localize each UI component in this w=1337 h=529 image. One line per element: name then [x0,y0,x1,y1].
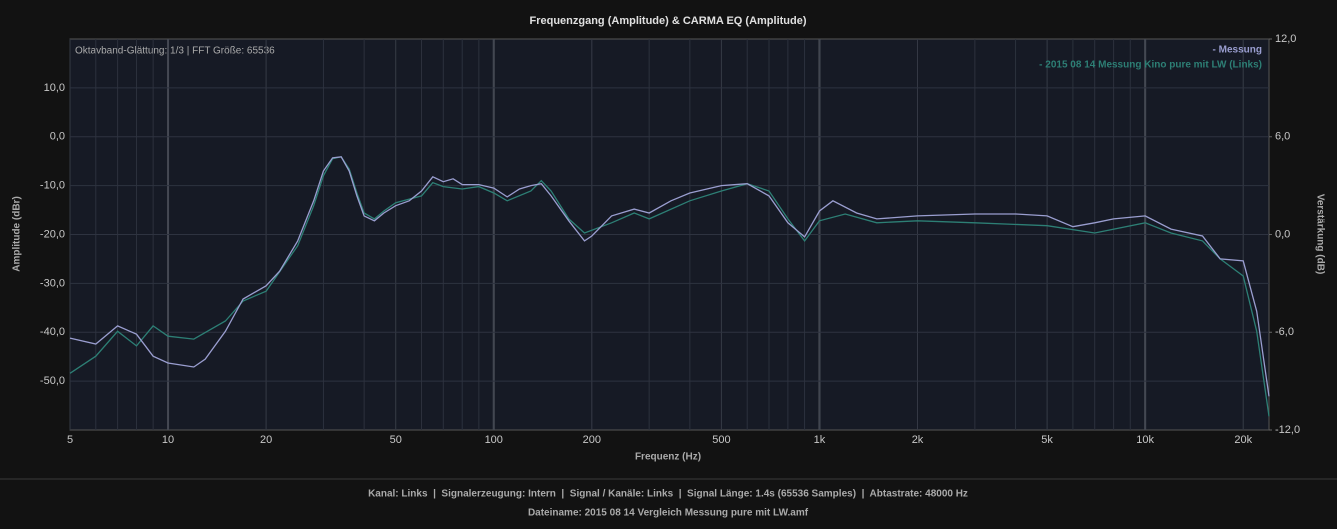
x-tick-label: 200 [583,434,601,446]
x-tick-label: 50 [390,434,402,446]
x-axis-label: Frequenz (Hz) [635,452,701,463]
footer-info: Kanal: Links | Signalerzeugung: Intern |… [368,489,968,500]
y2-tick-label: 6,0 [1275,131,1290,143]
x-tick-label: 1k [814,434,826,446]
y2-tick-label: 0,0 [1275,228,1290,240]
y2-tick-label: 12,0 [1275,33,1296,45]
y-tick-label: -50,0 [40,375,65,387]
series-line [69,156,1270,397]
x-tick-label: 2k [912,434,924,446]
chart-title: Frequenzgang (Amplitude) & CARMA EQ (Amp… [529,15,806,27]
y-tick-label: -40,0 [40,326,65,338]
x-tick-label: 10 [162,434,174,446]
y2-tick-label: -6,0 [1275,326,1294,338]
y-tick-label: -30,0 [40,277,65,289]
x-tick-label: 5 [67,434,73,446]
footer-filename: Dateiname: 2015 08 14 Vergleich Messung … [528,508,809,519]
y2-tick-label: -12,0 [1275,424,1300,436]
y-tick-label: -20,0 [40,228,65,240]
legend-entry: - Messung [1213,45,1262,56]
y-tick-label: -10,0 [40,180,65,192]
legend-entry: - 2015 08 14 Messung Kino pure mit LW (L… [1039,60,1262,71]
annotation: Oktavband-Glättung: 1/3 | FFT Größe: 655… [75,46,275,57]
y-tick-label: 10,0 [44,82,65,94]
x-tick-label: 500 [712,434,730,446]
x-tick-label: 20 [260,434,272,446]
y-tick-label: 0,0 [50,131,65,143]
x-tick-label: 20k [1234,434,1252,446]
x-tick-label: 5k [1041,434,1053,446]
y-axis-label: Amplitude (dBr) [12,196,23,272]
series-line [69,156,1270,417]
x-tick-label: 10k [1136,434,1154,446]
y2-axis-label: Verstärkung (dB) [1314,194,1325,275]
x-tick-label: 100 [485,434,503,446]
